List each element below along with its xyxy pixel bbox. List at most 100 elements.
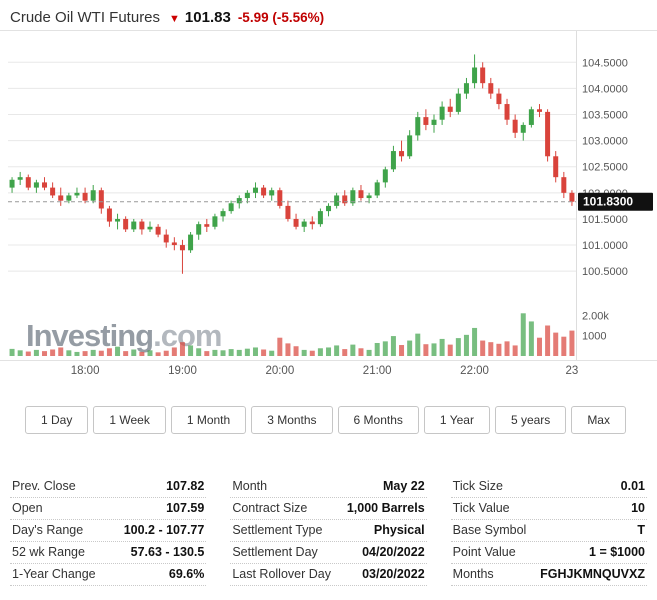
candle <box>123 218 129 230</box>
candle <box>342 195 348 204</box>
stat-label: Tick Size <box>452 479 503 493</box>
stat-row-day-s-range: Day's Range 100.2 - 107.77 <box>10 520 207 542</box>
volume-bar <box>228 349 234 356</box>
price-down-arrow-icon: ▼ <box>169 13 180 25</box>
stat-label: Last Rollover Day <box>232 567 331 581</box>
timeframe-button-1-month[interactable]: 1 Month <box>170 406 247 434</box>
candle <box>317 211 323 225</box>
volume-bar <box>415 333 421 356</box>
stat-value: 0.01 <box>620 479 645 493</box>
candle <box>415 117 421 136</box>
stat-row-open: Open 107.59 <box>10 498 207 520</box>
stat-label: Month <box>232 479 268 493</box>
candle <box>520 124 526 133</box>
volume-bar <box>504 341 510 356</box>
stat-value: 57.63 - 130.5 <box>130 545 205 559</box>
timeframe-button-6-months[interactable]: 6 Months <box>337 406 419 434</box>
volume-bar <box>455 338 461 356</box>
y-axis-label: 102.5000 <box>582 162 628 174</box>
candle <box>42 182 48 188</box>
stat-label: Months <box>452 567 494 581</box>
volume-bar <box>82 351 88 356</box>
volume-bar <box>171 347 177 356</box>
y-axis-label: 100.5000 <box>582 266 628 278</box>
candle <box>561 177 567 193</box>
volume-bar <box>285 343 291 356</box>
chart-area[interactable]: 104.5000 104.0000 103.5000 103.0000 102.5000… <box>0 30 657 382</box>
investing-watermark: Investing.com <box>26 318 221 353</box>
volume-bar <box>439 338 445 356</box>
timeframe-button-3-months[interactable]: 3 Months <box>251 406 333 434</box>
candle <box>17 177 23 180</box>
stat-label: 1-Year Change <box>12 567 96 581</box>
stat-row-tick-value: Tick Value 10 <box>450 498 647 520</box>
volume-bar <box>374 342 380 356</box>
volume-bar <box>236 349 242 356</box>
x-axis-label: 23 <box>566 365 579 377</box>
timeframe-button-1-year[interactable]: 1 Year <box>423 406 490 434</box>
candle <box>9 179 15 188</box>
x-axis-label: 19:00 <box>168 365 197 377</box>
volume-bar <box>106 348 112 356</box>
stat-value: May 22 <box>382 479 425 493</box>
candle <box>196 224 202 235</box>
stat-value: 04/20/2022 <box>362 545 425 559</box>
volume-bar <box>179 342 185 356</box>
y-axis-label: 101.0000 <box>582 240 628 252</box>
candle <box>472 67 478 84</box>
candle <box>204 224 210 227</box>
price-change-percent: (-5.56%) <box>272 10 325 25</box>
volume-bar <box>423 344 429 356</box>
stat-value: 1,000 Barrels <box>346 501 425 515</box>
volume-axis-label: 1000 <box>582 331 606 343</box>
timeframe-button-max[interactable]: Max <box>571 406 626 434</box>
candle <box>390 151 396 170</box>
volume-bar <box>66 350 72 356</box>
candle <box>407 135 413 157</box>
volume-bar <box>131 349 137 356</box>
candle <box>115 218 121 222</box>
volume-bar <box>342 349 348 356</box>
volume-bar <box>50 349 56 356</box>
stat-label: Open <box>12 501 43 515</box>
volume-bar <box>220 350 226 356</box>
stat-row-52-wk-range: 52 wk Range 57.63 - 130.5 <box>10 542 207 564</box>
candle <box>171 242 177 246</box>
stat-value: 107.59 <box>166 501 205 515</box>
y-axis-label: 103.0000 <box>582 136 628 148</box>
candle <box>545 111 551 157</box>
stat-row-prev-close: Prev. Close 107.82 <box>10 476 207 498</box>
candle <box>106 208 112 222</box>
candle <box>334 195 340 206</box>
stat-value: 69.6% <box>168 567 205 581</box>
volume-bar <box>147 350 153 356</box>
timeframe-button-1-day[interactable]: 1 Day <box>25 406 89 434</box>
candle <box>228 203 234 212</box>
stat-label: Prev. Close <box>12 479 76 493</box>
candle <box>220 211 226 217</box>
stat-value: 107.82 <box>166 479 205 493</box>
price-volume-chart[interactable]: 104.5000 104.0000 103.5000 103.0000 102.5000… <box>0 30 657 382</box>
instrument-title: Crude Oil WTI Futures <box>10 9 161 26</box>
y-axis-label: 101.5000 <box>582 214 628 226</box>
stat-row-point-value: Point Value 1 = $1000 <box>450 542 647 564</box>
candle <box>98 190 104 209</box>
candle <box>66 195 72 201</box>
stat-value: 100.2 - 107.77 <box>123 523 205 537</box>
volume-bar <box>561 336 567 356</box>
volume-bar <box>244 348 250 356</box>
volume-bar <box>350 344 356 356</box>
timeframe-button-5-years[interactable]: 5 years <box>494 406 567 434</box>
volume-bar <box>155 352 161 356</box>
price-change: -5.99 (-5.56%) <box>238 10 324 25</box>
volume-bar <box>472 327 478 356</box>
timeframe-button-1-week[interactable]: 1 Week <box>93 406 166 434</box>
stat-row-base-symbol: Base Symbol T <box>450 520 647 542</box>
volume-bar <box>269 350 275 356</box>
volume-bar <box>17 350 23 356</box>
candle <box>179 245 185 251</box>
volume-bar <box>74 351 80 356</box>
candle <box>463 83 469 94</box>
candle <box>326 205 332 212</box>
